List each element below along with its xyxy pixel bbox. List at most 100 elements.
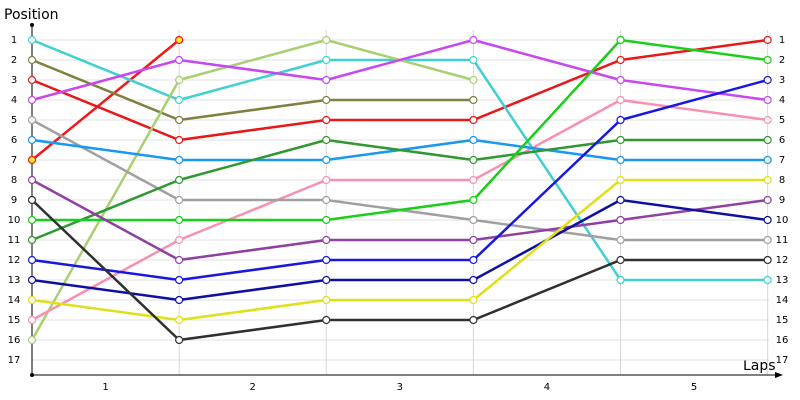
series-marker xyxy=(175,55,184,65)
series-marker xyxy=(469,315,478,325)
series-marker xyxy=(175,215,184,225)
series-marker xyxy=(763,275,772,285)
series-marker xyxy=(27,75,37,85)
series-marker xyxy=(469,275,478,285)
series-marker xyxy=(322,75,331,85)
series-marker xyxy=(175,95,184,105)
series-marker xyxy=(469,235,478,245)
series-marker xyxy=(616,135,625,145)
series-marker xyxy=(322,255,331,265)
x-tick-label: 4 xyxy=(544,382,550,393)
series-marker xyxy=(763,135,772,145)
y-tick-label: 17 xyxy=(8,355,21,366)
series-line xyxy=(31,38,768,102)
y-tick-label-right: 5 xyxy=(779,115,785,126)
series-marker xyxy=(616,195,625,205)
series-marker xyxy=(763,75,772,85)
series-line xyxy=(31,38,768,142)
y-tick-label: 4 xyxy=(11,95,17,106)
series-marker xyxy=(469,55,478,65)
series-marker xyxy=(322,135,331,145)
series-marker xyxy=(175,155,184,165)
y-tick-label-right: 13 xyxy=(776,275,789,286)
series-marker xyxy=(469,295,478,305)
series-marker xyxy=(322,215,331,225)
series-marker xyxy=(469,175,478,185)
y-axis-label: Position xyxy=(4,7,59,23)
y-tick-label-right: 15 xyxy=(776,315,789,326)
series-marker xyxy=(27,115,37,125)
y-tick-label-right: 7 xyxy=(779,155,785,166)
series-marker xyxy=(175,35,184,45)
series-marker xyxy=(322,155,331,165)
x-tick-label: 2 xyxy=(250,382,256,393)
series-marker xyxy=(616,35,625,45)
series-marker xyxy=(322,55,331,65)
y-tick-label-right: 6 xyxy=(779,135,785,146)
series-marker xyxy=(616,215,625,225)
series-marker xyxy=(469,195,478,205)
y-tick-label-right: 12 xyxy=(776,255,789,266)
y-tick-label: 14 xyxy=(8,295,21,306)
series-marker xyxy=(763,115,772,125)
series-line xyxy=(31,58,474,122)
series-marker xyxy=(469,135,478,145)
series-marker xyxy=(27,55,37,65)
series-line xyxy=(31,199,768,342)
y-tick-label-right: 1 xyxy=(779,35,785,46)
series-marker xyxy=(616,95,625,105)
y-axis-top-dot xyxy=(30,23,34,27)
y-tick-label-right: 17 xyxy=(776,355,789,366)
y-tick-label: 7 xyxy=(11,155,17,166)
series-marker xyxy=(763,195,772,205)
y-tick-label: 13 xyxy=(8,275,21,286)
y-tick-label: 11 xyxy=(8,235,21,246)
y-tick-label: 6 xyxy=(11,135,17,146)
series-line xyxy=(31,178,768,262)
y-tick-label: 3 xyxy=(11,75,17,86)
y-tick-label-right: 14 xyxy=(776,295,789,306)
series-marker xyxy=(616,235,625,245)
series-marker xyxy=(469,35,478,45)
series-marker xyxy=(469,255,478,265)
series-marker xyxy=(27,215,37,225)
series-marker xyxy=(322,195,331,205)
series-marker xyxy=(175,135,184,145)
series-marker xyxy=(175,195,184,205)
series-marker xyxy=(175,295,184,305)
series-marker xyxy=(322,95,331,105)
series-marker xyxy=(616,175,625,185)
series-marker xyxy=(322,275,331,285)
series-marker xyxy=(175,255,184,265)
x-axis-arrow xyxy=(775,372,783,378)
x-tick-label: 3 xyxy=(397,382,403,393)
series-line xyxy=(32,38,768,222)
series-marker xyxy=(763,155,772,165)
series-marker xyxy=(469,75,478,85)
series-marker xyxy=(763,175,772,185)
series-marker xyxy=(469,215,478,225)
y-tick-label: 5 xyxy=(11,115,17,126)
series-marker xyxy=(322,235,331,245)
series-marker xyxy=(322,295,331,305)
y-tick-label-right: 8 xyxy=(779,175,785,186)
series-marker xyxy=(27,255,37,265)
series-marker xyxy=(175,335,184,345)
series-marker xyxy=(27,295,37,305)
series-marker xyxy=(763,215,772,225)
y-tick-label: 8 xyxy=(11,175,17,186)
series-marker xyxy=(27,235,37,245)
series-marker xyxy=(616,115,625,125)
series-marker xyxy=(175,115,184,125)
series-marker xyxy=(27,95,37,105)
y-tick-label: 9 xyxy=(11,195,17,206)
origin-dot xyxy=(30,373,34,377)
series-marker xyxy=(469,115,478,125)
y-tick-label: 2 xyxy=(11,55,17,66)
y-tick-label-right: 16 xyxy=(776,335,789,346)
series-line xyxy=(31,198,768,302)
series-marker xyxy=(175,315,184,325)
series-marker xyxy=(27,195,37,205)
series-marker xyxy=(322,175,331,185)
series-marker xyxy=(27,135,37,145)
